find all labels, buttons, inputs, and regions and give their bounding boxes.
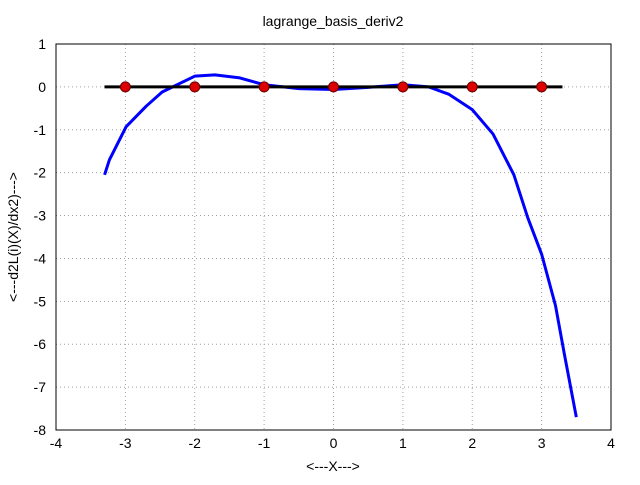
plot-border	[55, 43, 612, 431]
y-tick-label: -7	[34, 379, 47, 395]
y-tick-label: -2	[34, 165, 47, 181]
y-tick-label: 1	[38, 36, 46, 52]
x-axis-label: <---X--->	[306, 458, 360, 474]
data-point	[466, 81, 478, 93]
data-line	[103, 73, 578, 418]
data-point	[328, 81, 339, 93]
chart-title: lagrange_basis_deriv2	[263, 13, 404, 29]
x-tick-label: -3	[119, 435, 132, 451]
x-tick-label: 3	[538, 435, 546, 451]
x-tick-label: -4	[50, 435, 63, 451]
x-tick-label: 0	[330, 435, 338, 451]
y-tick-label: -5	[34, 293, 47, 309]
y-axis-label: <---d2L(i)(X)/dx2)--->	[5, 172, 21, 302]
x-tick-label: 1	[399, 435, 407, 451]
data-point	[397, 81, 409, 93]
x-tick-label: -1	[258, 435, 271, 451]
x-tick-label: -2	[189, 435, 202, 451]
y-tick-label: 0	[38, 79, 46, 95]
y-tick-label: -8	[34, 422, 47, 438]
x-tick-label: 2	[468, 435, 476, 451]
data-point	[536, 81, 548, 93]
y-tick-label: -3	[34, 208, 47, 224]
data-point	[258, 81, 270, 93]
y-tick-label: -1	[34, 122, 47, 138]
data-point	[189, 81, 201, 93]
x-tick-label: 4	[607, 435, 615, 451]
data-point	[119, 81, 131, 93]
y-tick-label: -4	[34, 250, 47, 266]
y-tick-label: -6	[34, 336, 47, 352]
